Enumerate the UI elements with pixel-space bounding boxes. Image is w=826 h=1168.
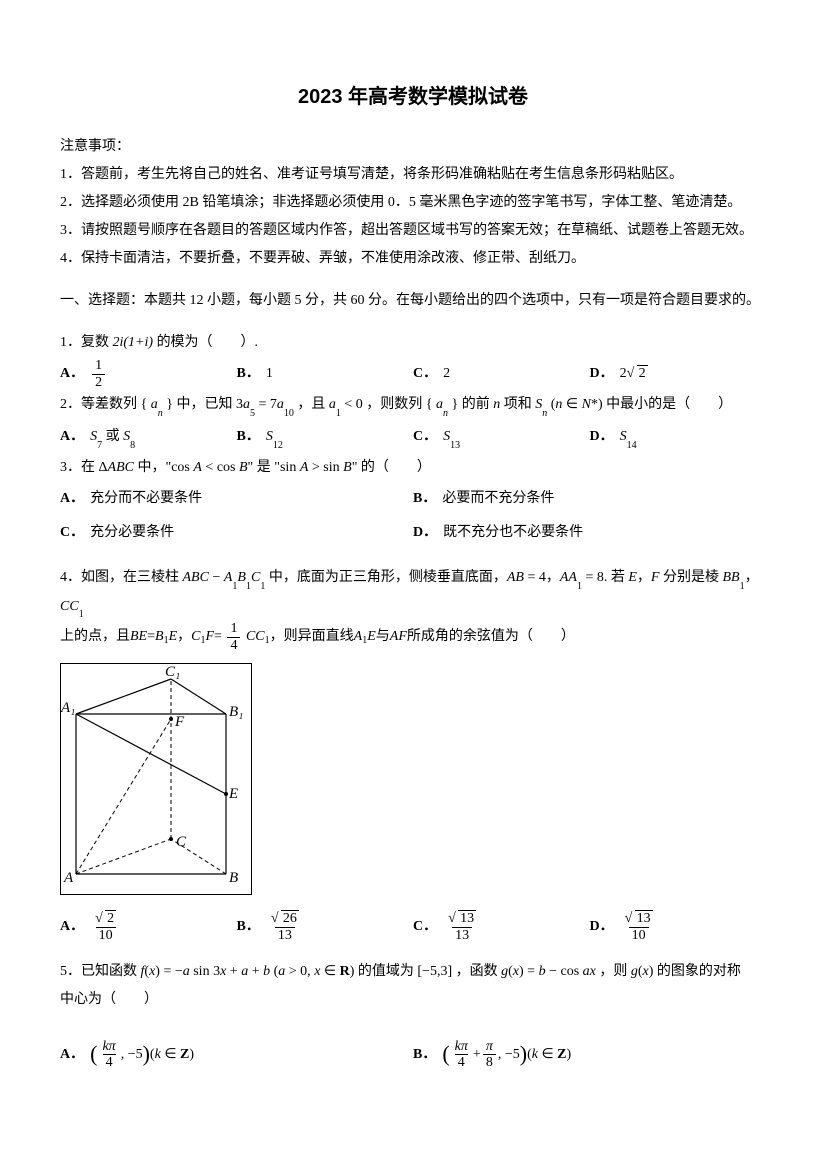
notice-header: 注意事项：: [60, 133, 766, 161]
notice-2: 2．选择题必须使用 2B 铅笔填涂；非选择题必须使用 0．5 毫米黑色字迹的签字…: [60, 189, 766, 217]
q3-stem: 3．在 ΔABC 中，"cos A < cos B" 是 "sin A > si…: [60, 454, 766, 482]
q4-stem-l1: 4．如图，在三棱柱 ABC − A1B1C1 中，底面为正三角形，侧棱垂直底面，…: [60, 564, 766, 622]
notice-4: 4．保持卡面清洁，不要折叠，不要弄破、弄皱，不准使用涂改液、修正带、刮纸刀。: [60, 245, 766, 273]
q3-options: A．充分而不必要条件 B．必要而不充分条件 C．充分必要条件 D．既不充分也不必…: [60, 482, 766, 550]
label-B: B: [229, 870, 238, 886]
q1-opt-a: A． 12: [60, 357, 237, 391]
q4-opt-d: D． 1310: [590, 910, 767, 944]
q1-post: 的模为（ ）.: [153, 335, 258, 350]
q2-opt-a: A．S7 或 S8: [60, 420, 237, 454]
label-C1: C₁: [165, 664, 180, 680]
q1-options: A． 12 B．1 C．2 D．22: [60, 357, 766, 391]
q5-stem-l2: 中心为（ ）: [60, 986, 766, 1014]
q3-opt-d: D．既不充分也不必要条件: [413, 516, 766, 550]
q5-opt-b: B． (kπ4 + π8, −5) (k ∈ Z): [413, 1028, 766, 1081]
q5-opt-a: A． (kπ4, −5) (k ∈ Z): [60, 1028, 413, 1081]
q2-opt-b: B．S12: [237, 420, 414, 454]
label-B1: B₁: [229, 704, 243, 720]
label-A: A: [63, 870, 74, 886]
q3-opt-c: C．充分必要条件: [60, 516, 413, 550]
q3-opt-b: B．必要而不充分条件: [413, 482, 766, 516]
q1-opt-c: C．2: [413, 357, 590, 391]
q4-options: A． 210 B． 2613 C． 1313 D． 1310: [60, 910, 766, 944]
exam-page: 2023 年高考数学模拟试卷 注意事项： 1．答题前，考生先将自己的姓名、准考证…: [0, 0, 826, 1121]
notice-3: 3．请按照题号顺序在各题目的答题区域内作答，超出答题区域书写的答案无效；在草稿纸…: [60, 217, 766, 245]
q4-stem-l2: 上的点，且 BE = B1E ，C1F = 14 CC1 ，则异面直线 A1E …: [60, 621, 766, 653]
q5-stem-l1: 5．已知函数 f(x) = −a sin 3x + a + b (a > 0, …: [60, 958, 766, 986]
q1-opt-b: B．1: [237, 357, 414, 391]
q2-stem: 2．等差数列 { an } 中，已知 3a5 = 7a10 ，且 a1 < 0 …: [60, 391, 766, 420]
q4-opt-c: C． 1313: [413, 910, 590, 944]
q5-options: A． (kπ4, −5) (k ∈ Z) B． (kπ4 + π8, −5) (…: [60, 1028, 766, 1081]
q4-opt-a: A． 210: [60, 910, 237, 944]
label-F: F: [174, 714, 185, 730]
q4-opt-b: B． 2613: [237, 910, 414, 944]
q3-opt-a: A．充分而不必要条件: [60, 482, 413, 516]
label-C: C: [176, 834, 187, 850]
q1-stem: 1．复数 2i(1+i) 的模为（ ）.: [60, 329, 766, 357]
q2-options: A．S7 或 S8 B．S12 C．S13 D．S14: [60, 420, 766, 454]
q1-opt-d: D．22: [590, 357, 767, 391]
q4-figure: A B C A₁ B₁ C₁ E F: [60, 663, 766, 900]
q1-pre: 1．复数: [60, 335, 113, 350]
notice-1: 1．答题前，考生先将自己的姓名、准考证号填写清楚，将条形码准确粘贴在考生信息条形…: [60, 161, 766, 189]
page-title: 2023 年高考数学模拟试卷: [60, 80, 766, 109]
label-E: E: [228, 786, 238, 802]
q2-opt-d: D．S14: [590, 420, 767, 454]
q2-opt-c: C．S13: [413, 420, 590, 454]
label-A1: A₁: [60, 700, 75, 716]
section1-header: 一、选择题：本题共 12 小题，每小题 5 分，共 60 分。在每小题给出的四个…: [60, 287, 766, 315]
q1-math: 2i(1+i): [113, 335, 154, 350]
